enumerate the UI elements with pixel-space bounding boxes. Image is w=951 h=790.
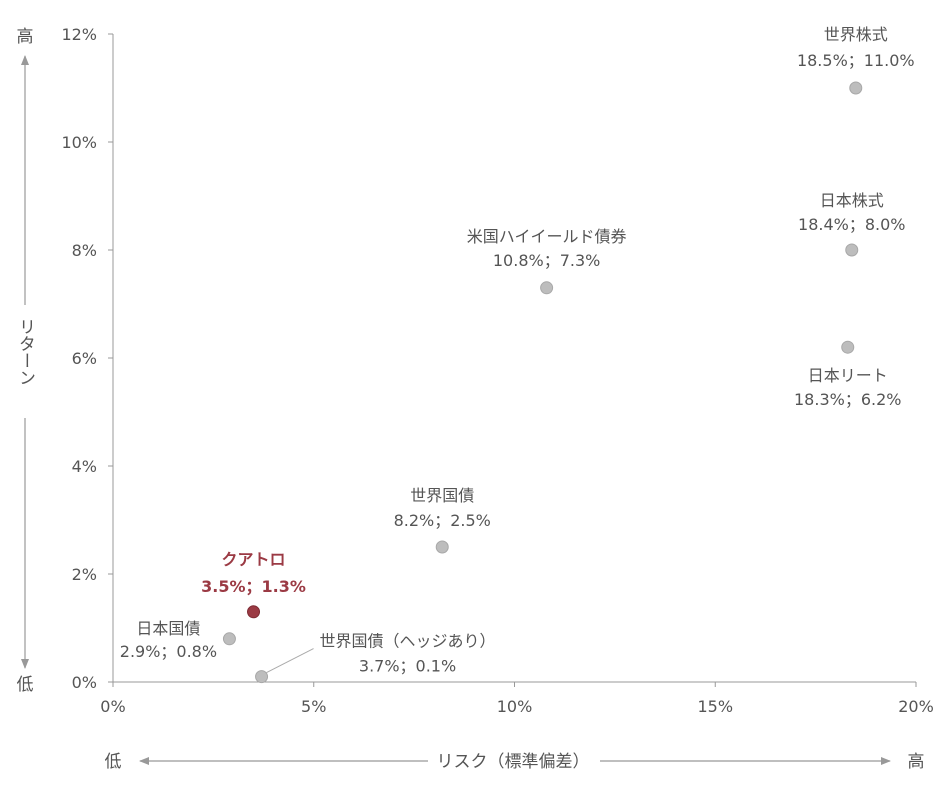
point-name-label: 米国ハイイールド債券 xyxy=(467,227,627,246)
y-tick-label: 4% xyxy=(72,457,97,476)
axes xyxy=(108,33,917,687)
y-axis-high-label: 高 xyxy=(17,27,34,47)
data-point xyxy=(435,540,449,554)
y-tick-label: 2% xyxy=(72,565,97,584)
x-axis-title-group: 低 リスク（標準偏差） 高 xyxy=(105,752,925,772)
y-tick-label: 8% xyxy=(72,241,97,260)
data-point xyxy=(255,670,269,684)
point-name-label: 日本株式 xyxy=(820,191,884,210)
data-point xyxy=(841,340,855,354)
point-name-label: 世界国債 xyxy=(410,486,474,505)
y-axis-title: リターン xyxy=(15,318,35,386)
tick-labels: 0% 2% 4% 6% 8% 10% 12% 0% 5% 10% 15% 20% xyxy=(61,25,933,716)
point-name-label: 日本国債 xyxy=(136,619,200,638)
data-point xyxy=(849,81,863,95)
y-tick-label: 10% xyxy=(61,133,97,152)
point-value-label: 2.9%；0.8% xyxy=(120,642,217,661)
leader-line xyxy=(266,648,314,674)
x-tick-label: 20% xyxy=(898,697,934,716)
x-tick-label: 15% xyxy=(697,697,733,716)
x-tick-label: 0% xyxy=(100,697,125,716)
point-name-label: 世界国債（ヘッジあり） xyxy=(320,632,496,651)
point-name-label: 日本リート xyxy=(808,366,888,385)
point-value-label: 3.5%；1.3% xyxy=(201,577,306,596)
data-point xyxy=(222,632,236,646)
point-value-label: 3.7%；0.1% xyxy=(359,657,456,676)
point-name-label: クアトロ xyxy=(222,550,286,569)
point-labels: 世界株式 18.5%；11.0% 日本株式 18.4%；8.0% 日本リート 18.3%；… xyxy=(120,25,915,676)
data-points xyxy=(222,81,863,684)
x-axis-low-label: 低 xyxy=(105,752,122,772)
point-value-label: 10.8%；7.3% xyxy=(493,251,600,270)
y-tick-label: 6% xyxy=(72,349,97,368)
y-axis-low-label: 低 xyxy=(17,675,34,695)
y-tick-label: 0% xyxy=(72,673,97,692)
x-tick-label: 5% xyxy=(301,697,326,716)
point-name-label: 世界株式 xyxy=(824,25,888,44)
data-point xyxy=(247,605,261,619)
data-point xyxy=(845,243,859,257)
point-value-label: 18.4%；8.0% xyxy=(798,215,905,234)
y-tick-label: 12% xyxy=(61,25,97,44)
data-point xyxy=(540,281,554,295)
y-axis-title-group: 高 リターン 低 xyxy=(15,27,35,695)
point-value-label: 8.2%；2.5% xyxy=(394,511,491,530)
x-axis-high-label: 高 xyxy=(908,752,925,772)
x-axis-title: リスク（標準偏差） xyxy=(437,752,590,772)
point-value-label: 18.5%；11.0% xyxy=(797,51,915,70)
point-value-label: 18.3%；6.2% xyxy=(794,390,901,409)
x-tick-label: 10% xyxy=(497,697,533,716)
